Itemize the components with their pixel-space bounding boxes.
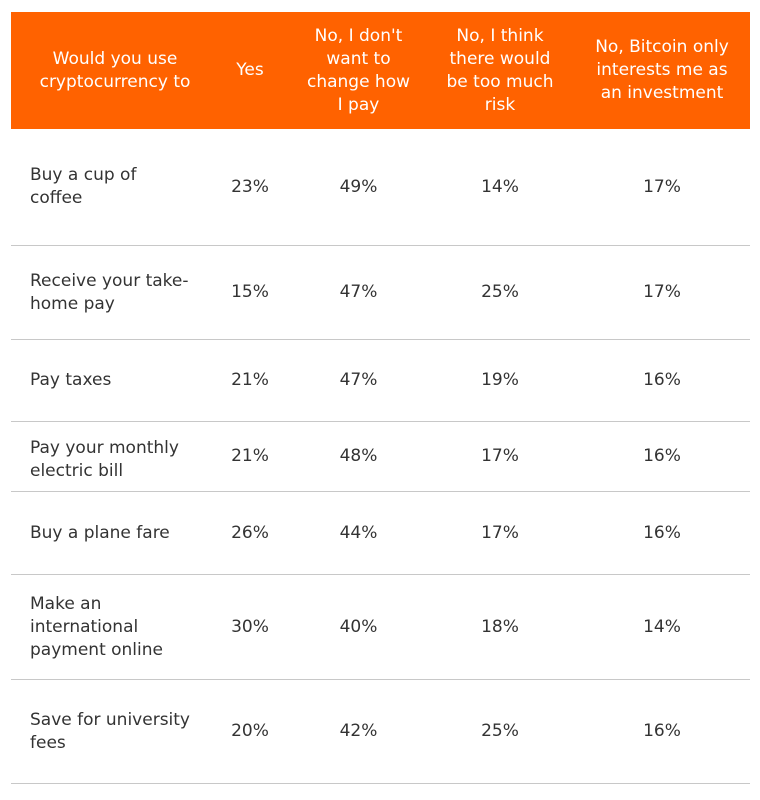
row-value-cell: 26% bbox=[231, 522, 269, 543]
row-label: Buy a cup of coffee bbox=[30, 165, 137, 208]
row-value-cell: 16% bbox=[643, 522, 681, 543]
row-value-cell: 47% bbox=[339, 282, 378, 302]
table-row: Save for university fees 20% 42% 25% 16% bbox=[11, 680, 750, 784]
row-label: Save for university fees bbox=[30, 709, 190, 753]
row-value-cell: 17% bbox=[643, 282, 681, 302]
row-value-cell: 16% bbox=[643, 370, 681, 390]
header-yes: Yes bbox=[236, 60, 264, 80]
row-value-cell: 40% bbox=[339, 616, 378, 637]
row-value-cell: 16% bbox=[643, 446, 681, 466]
row-value-cell: 25% bbox=[481, 282, 519, 302]
header-question: Would you use cryptocurrency to bbox=[39, 48, 191, 92]
header-no-change: No, I don't want to change how I pay bbox=[306, 25, 411, 115]
row-value-cell: 19% bbox=[481, 370, 519, 390]
header-no-investment: No, Bitcoin only interests me as an inve… bbox=[595, 37, 729, 103]
table-header: Would you use cryptocurrency to Yes No, … bbox=[11, 12, 750, 129]
row-value-cell: 30% bbox=[231, 616, 269, 637]
table-body: Buy a cup of coffee 23% 49% 14% 17% Receive y… bbox=[11, 129, 750, 784]
table-row: Make an international payment online 30% 4… bbox=[11, 575, 750, 680]
row-value-cell: 14% bbox=[481, 176, 519, 197]
crypto-usage-table: Would you use cryptocurrency to Yes No, … bbox=[11, 12, 750, 784]
row-label: Pay your monthly electric bill bbox=[30, 437, 179, 477]
row-value-cell: 15% bbox=[231, 282, 269, 302]
table-row: Pay your monthly electric bill 21% 48% 17% 1… bbox=[11, 422, 750, 492]
row-value-cell: 18% bbox=[481, 616, 519, 637]
row-label: Buy a plane fare bbox=[30, 522, 170, 543]
table-row: Buy a cup of coffee 23% 49% 14% 17% bbox=[11, 129, 750, 246]
row-value-cell: 16% bbox=[643, 721, 681, 741]
row-value-cell: 20% bbox=[231, 721, 269, 741]
row-value-cell: 21% bbox=[231, 446, 269, 466]
row-value-cell: 48% bbox=[339, 446, 378, 466]
table-row: Buy a plane fare 26% 44% 17% 16% bbox=[11, 492, 750, 575]
row-value-cell: 47% bbox=[339, 370, 378, 390]
row-value-cell: 17% bbox=[481, 446, 519, 466]
row-value-cell: 42% bbox=[339, 721, 378, 741]
row-value-cell: 49% bbox=[339, 176, 378, 197]
row-value-cell: 44% bbox=[339, 522, 378, 543]
table-row: Pay taxes 21% 47% 19% 16% bbox=[11, 340, 750, 422]
row-label: Receive your take- home pay bbox=[30, 270, 189, 314]
row-label: Make an international payment online bbox=[30, 593, 163, 660]
row-label: Pay taxes bbox=[30, 370, 112, 390]
header-no-risk: No, I think there would be too much risk bbox=[446, 25, 554, 115]
row-value-cell: 25% bbox=[481, 721, 519, 741]
row-value-cell: 21% bbox=[231, 370, 269, 390]
row-value-cell: 17% bbox=[643, 176, 681, 197]
row-value-cell: 23% bbox=[231, 176, 269, 197]
table-row: Receive your take- home pay 15% 47% 25% 17% bbox=[11, 246, 750, 340]
row-value-cell: 17% bbox=[481, 522, 519, 543]
row-value-cell: 14% bbox=[643, 616, 681, 637]
